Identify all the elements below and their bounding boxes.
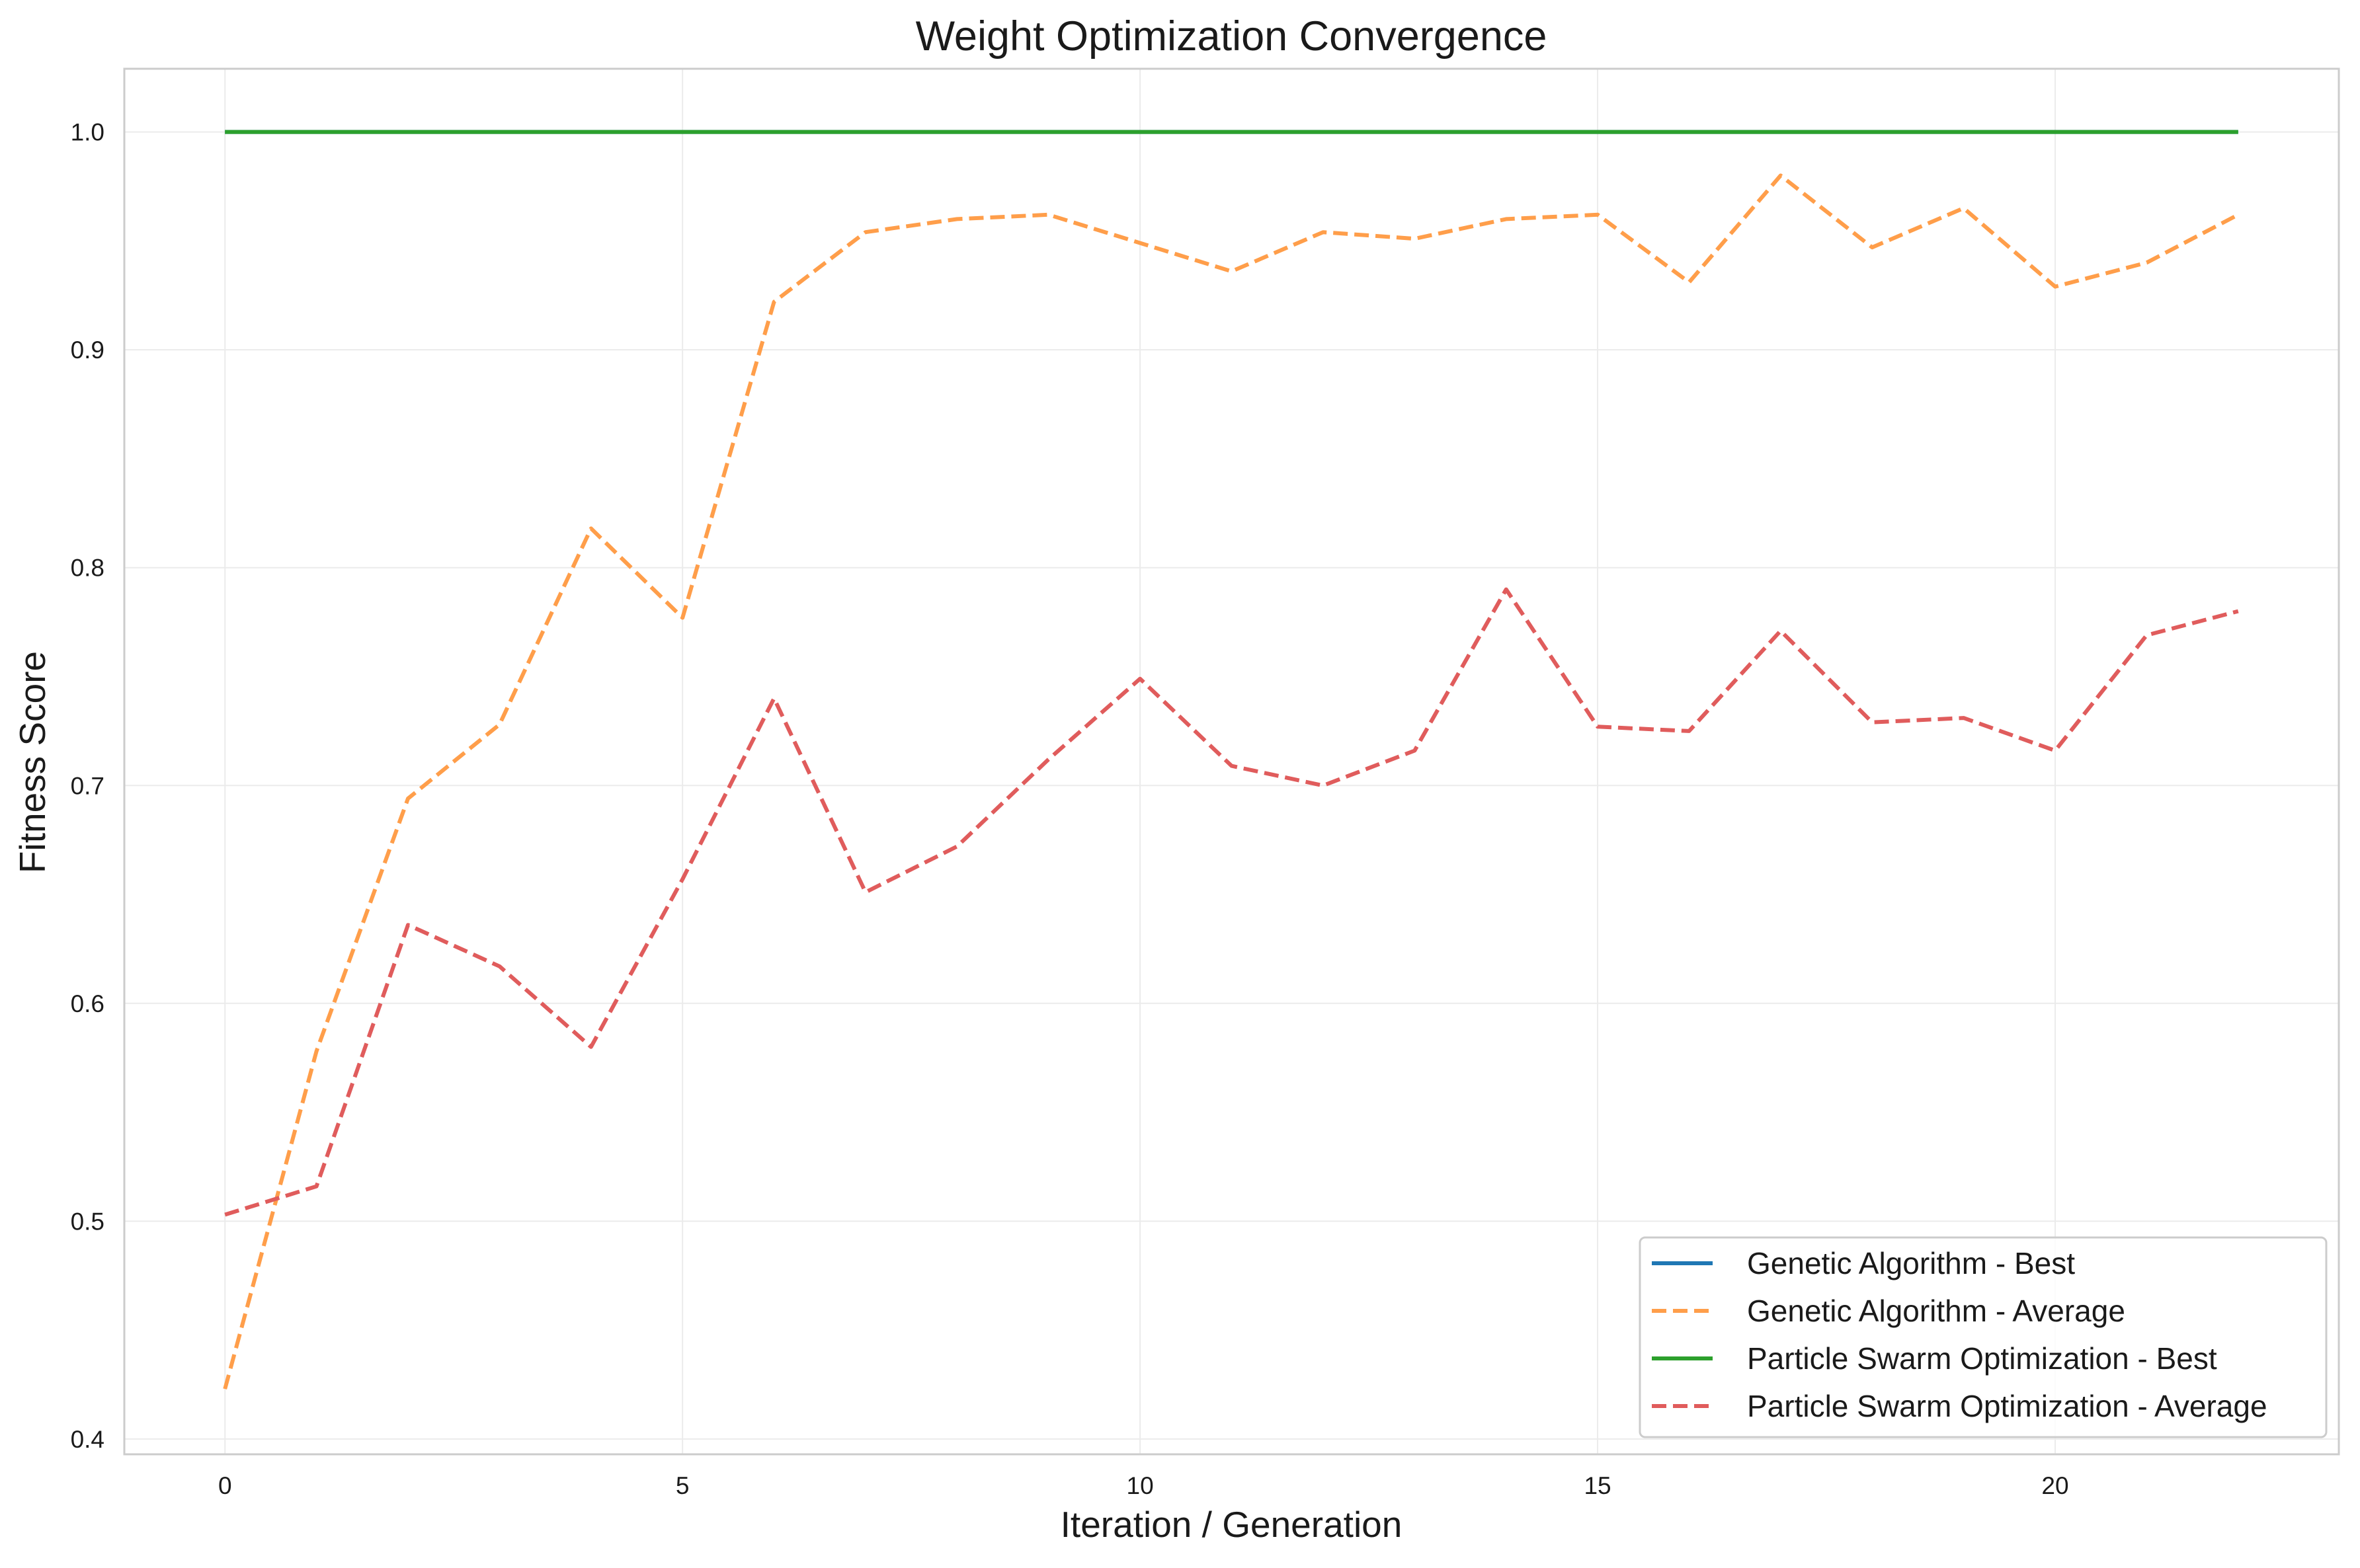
legend: Genetic Algorithm - Best Genetic Algorith… — [1639, 1236, 2328, 1438]
x-tick-label: 15 — [1584, 1472, 1611, 1499]
x-tick-label: 0 — [218, 1472, 232, 1499]
series-lines — [223, 130, 2240, 1390]
y-tick-label: 1.0 — [71, 119, 104, 146]
legend-label: Genetic Algorithm - Best — [1747, 1246, 2075, 1280]
legend-label: Genetic Algorithm - Average — [1747, 1294, 2125, 1328]
x-tick-label: 20 — [2041, 1472, 2068, 1499]
legend-label: Particle Swarm Optimization - Average — [1747, 1389, 2267, 1423]
tick-labels: 0 5 10 15 20 0.4 0.5 0.6 0.7 0.8 0.9 1.0 — [71, 119, 2069, 1499]
x-tick-label: 10 — [1127, 1472, 1154, 1499]
grid-lines — [124, 69, 2339, 1454]
series-line-3 — [224, 587, 2239, 1217]
y-tick-label: 0.8 — [71, 555, 104, 582]
plot-frame — [123, 67, 2340, 1456]
y-tick-label: 0.6 — [71, 990, 104, 1017]
y-tick-label: 0.9 — [71, 336, 104, 364]
y-tick-label: 0.7 — [71, 772, 104, 799]
legend-frame — [1639, 1236, 2328, 1438]
x-axis-label: Iteration / Generation — [1061, 1504, 1403, 1545]
y-axis-label: Fitness Score — [12, 651, 53, 873]
y-tick-label: 0.5 — [71, 1208, 104, 1235]
legend-label: Particle Swarm Optimization - Best — [1747, 1341, 2217, 1376]
y-tick-label: 0.4 — [71, 1426, 104, 1453]
chart-title: Weight Optimization Convergence — [916, 13, 1547, 59]
x-tick-label: 5 — [676, 1472, 690, 1499]
series-line-1 — [223, 173, 2240, 1390]
